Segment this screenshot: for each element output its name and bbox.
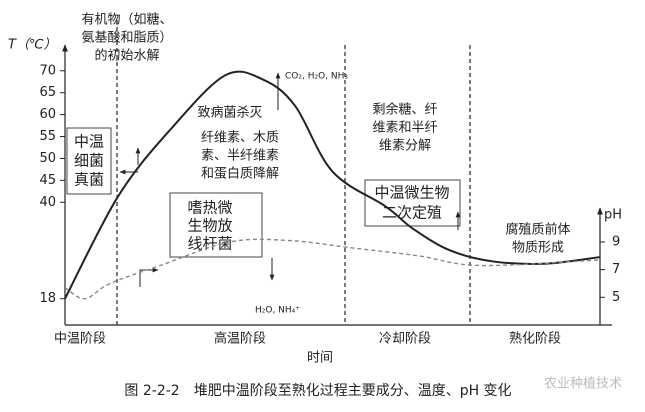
y-tick-label: 50 [39,151,56,166]
annotation: 有机物（如糖、 [81,12,172,28]
annotation: 和蛋白质降解 [201,166,279,182]
annotations: 有机物（如糖、 氨基酸和脂质） 的初始水解 CO₂, H₂O, NH₃ 致病菌杀… [74,12,571,316]
phase-label: 熟化阶段 [509,331,561,347]
annotation: 细菌 [74,152,104,170]
annotation: 的初始水解 [94,48,159,64]
annotation: 维素分解 [379,139,431,154]
y2-tick-label: 9 [612,234,620,249]
x-axis-label: 时间 [307,351,333,366]
y-tick-label: 65 [39,85,56,100]
y-tick-label: 18 [39,291,56,306]
annotation: 物质形成 [512,241,564,256]
annotation: 纤维素、木质 [201,131,279,146]
annotation: 剩余糖、纤 [372,102,437,118]
arrow [139,267,159,287]
annotation: 氨基酸和脂质） [81,31,172,46]
phase-label: 高温阶段 [214,331,266,347]
annotation: 生物放 [187,217,232,235]
annotation: 二次定殖 [382,204,442,222]
annotation: 素、半纤维素 [201,149,279,164]
y-tick-label: 60 [39,107,56,122]
y-tick-label: 70 [39,63,56,78]
annotation: 中温微生物 [374,184,449,202]
annotation: 真菌 [74,171,104,189]
y-tick-label: 45 [39,173,56,188]
annotation: 嗜热微 [187,199,232,217]
y-tick-label: 55 [39,129,56,144]
watermark: 农业种植技术 [544,377,622,392]
annotation-box [169,192,263,258]
phase-label: 冷却阶段 [379,332,431,347]
y-tick-label: 40 [39,195,56,210]
annotation: 中温 [74,133,104,151]
annotation-box [364,179,461,227]
y-axis-label: T（℃） [8,37,57,53]
annotation: 线杆菌 [187,235,232,253]
annotation: H₂O, NH₄⁺ [255,306,300,316]
y2-tick-label: 5 [612,290,620,305]
phase-label: 中温阶段 [54,332,106,347]
y2-tick-label: 7 [612,262,620,277]
annotation: 致病菌杀灭 [197,106,262,121]
y2-axis-label: pH [604,208,622,223]
caption: 图 2-2-2 堆肥中温阶段至熟化过程主要成分、温度、pH 变化 [124,383,511,399]
annotation: 维素和半纤 [372,121,437,136]
annotation: 腐殖质前体 [505,222,570,238]
line-series [64,70,601,300]
line-series [64,238,601,300]
annotation: CO₂, H₂O, NH₃ [285,72,348,82]
annotation-box [66,127,112,195]
